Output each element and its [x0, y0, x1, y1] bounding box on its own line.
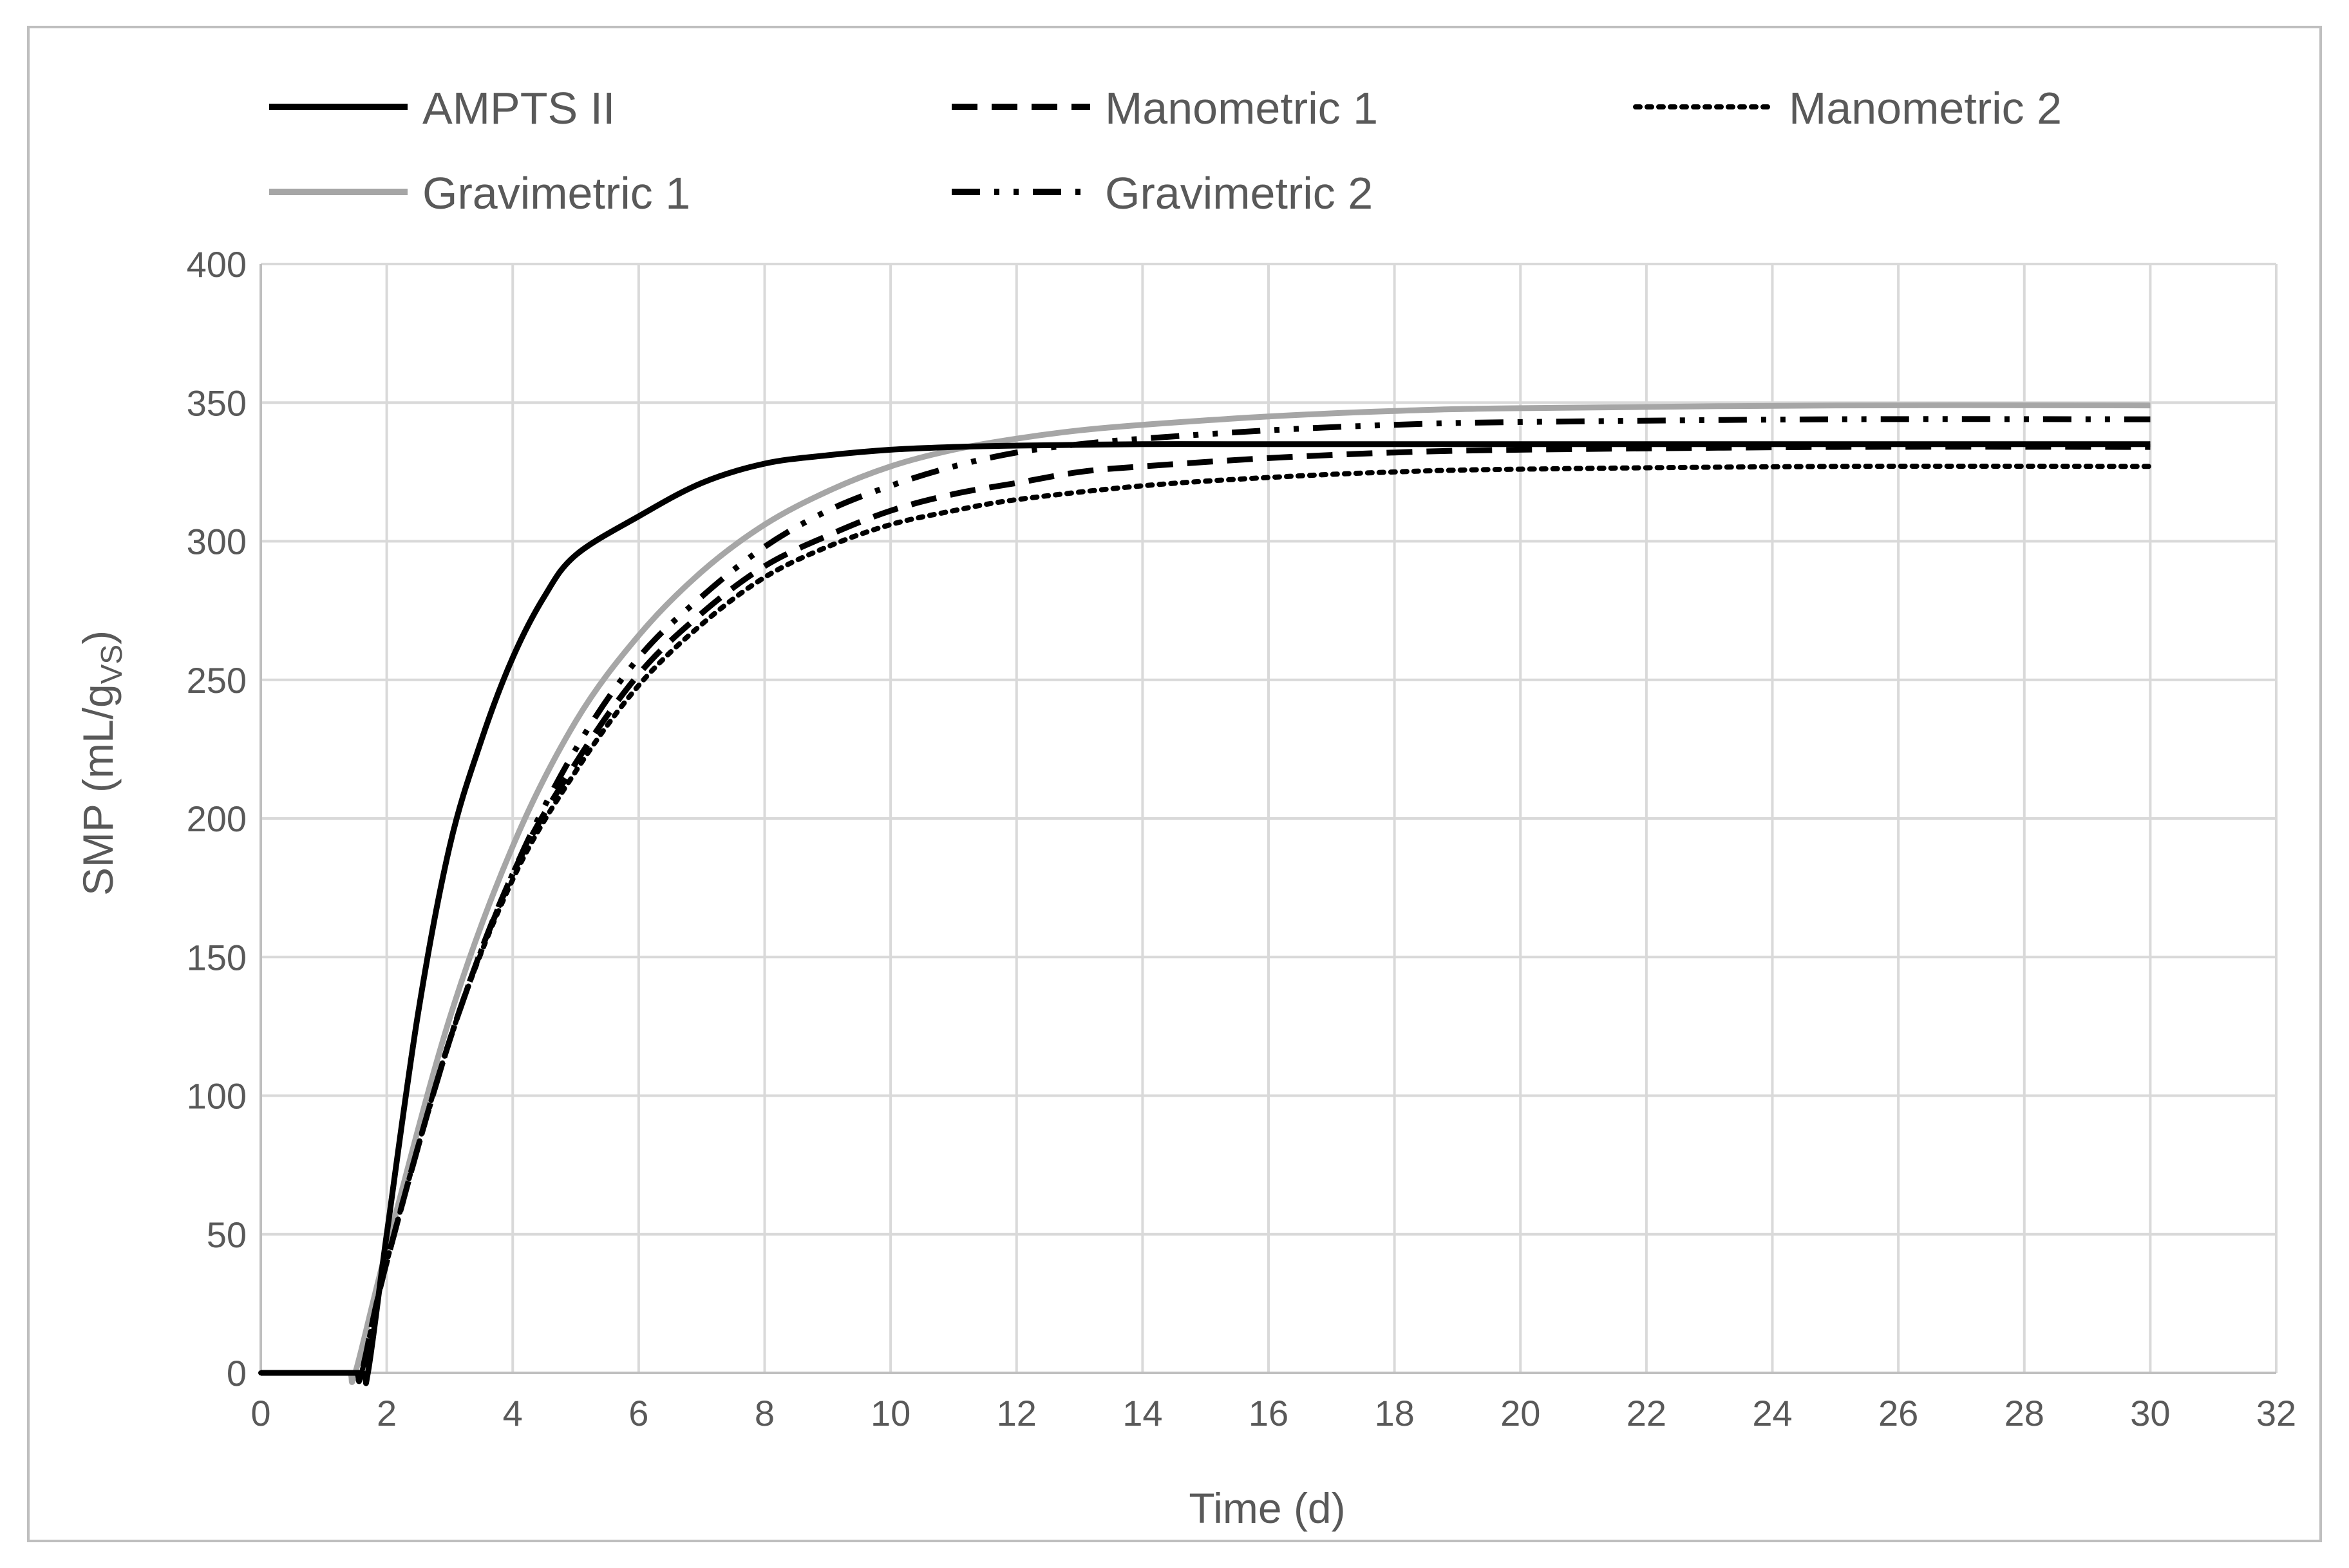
x-tick-label: 16 — [1249, 1393, 1288, 1433]
x-tick-label: 10 — [871, 1393, 910, 1433]
x-tick-label: 14 — [1122, 1393, 1162, 1433]
x-tick-label: 18 — [1374, 1393, 1414, 1433]
legend: AMPTS II Manometric 1 Manometric 2 Gravimet… — [269, 83, 2062, 218]
legend-label-gravimetric-2: Gravimetric 2 — [1105, 168, 1373, 218]
plot-area-series — [258, 402, 2153, 1386]
x-tick-label: 2 — [377, 1393, 397, 1433]
x-tick-label: 6 — [628, 1393, 648, 1433]
y-tick-label: 50 — [207, 1214, 247, 1255]
series-line-gravimetric-1 — [261, 402, 2151, 1385]
x-tick-label: 12 — [997, 1393, 1037, 1433]
y-tick-label: 200 — [187, 798, 247, 839]
series-line-ampts-ii — [261, 441, 2151, 1386]
chart-frame — [27, 26, 2322, 1542]
x-tick-label: 30 — [2130, 1393, 2170, 1433]
x-tick-label: 24 — [1752, 1393, 1792, 1433]
x-tick-label: 20 — [1500, 1393, 1540, 1433]
y-tick-label: 150 — [187, 937, 247, 978]
y-tick-label: 100 — [187, 1076, 247, 1117]
series-line-manometric-2 — [258, 463, 2153, 1384]
y-axis-title-close: ) — [74, 630, 122, 645]
x-tick-label: 0 — [250, 1393, 270, 1433]
y-axis-title-subscript: VS — [95, 645, 128, 684]
x-tick-label: 4 — [503, 1393, 523, 1433]
legend-label-manometric-1: Manometric 1 — [1105, 83, 1378, 133]
gridlines — [259, 263, 2278, 1374]
y-axis-title: SMP (mL/gVS) — [74, 630, 128, 896]
legend-label-gravimetric-1: Gravimetric 1 — [422, 168, 690, 218]
legend-label-manometric-2: Manometric 2 — [1789, 83, 2062, 133]
series-line-manometric-1 — [261, 444, 2151, 1384]
series-line-gravimetric-2 — [261, 416, 2151, 1384]
x-tick-label: 22 — [1627, 1393, 1666, 1433]
legend-label-ampts-ii: AMPTS II — [422, 83, 615, 133]
y-tick-label: 300 — [187, 522, 247, 562]
y-tick-label: 350 — [187, 383, 247, 423]
y-axis-title-main: SMP (mL/g — [74, 684, 122, 896]
y-tick-label: 250 — [187, 660, 247, 701]
x-axis-title: Time (d) — [1189, 1484, 1345, 1532]
axes — [259, 264, 2276, 1374]
y-tick-label: 400 — [187, 244, 247, 285]
x-tick-label: 26 — [1878, 1393, 1918, 1433]
x-tick-label: 8 — [755, 1393, 775, 1433]
y-tick-label: 0 — [227, 1353, 247, 1393]
x-tick-label: 32 — [2256, 1393, 2296, 1433]
x-tick-label: 28 — [2005, 1393, 2044, 1433]
